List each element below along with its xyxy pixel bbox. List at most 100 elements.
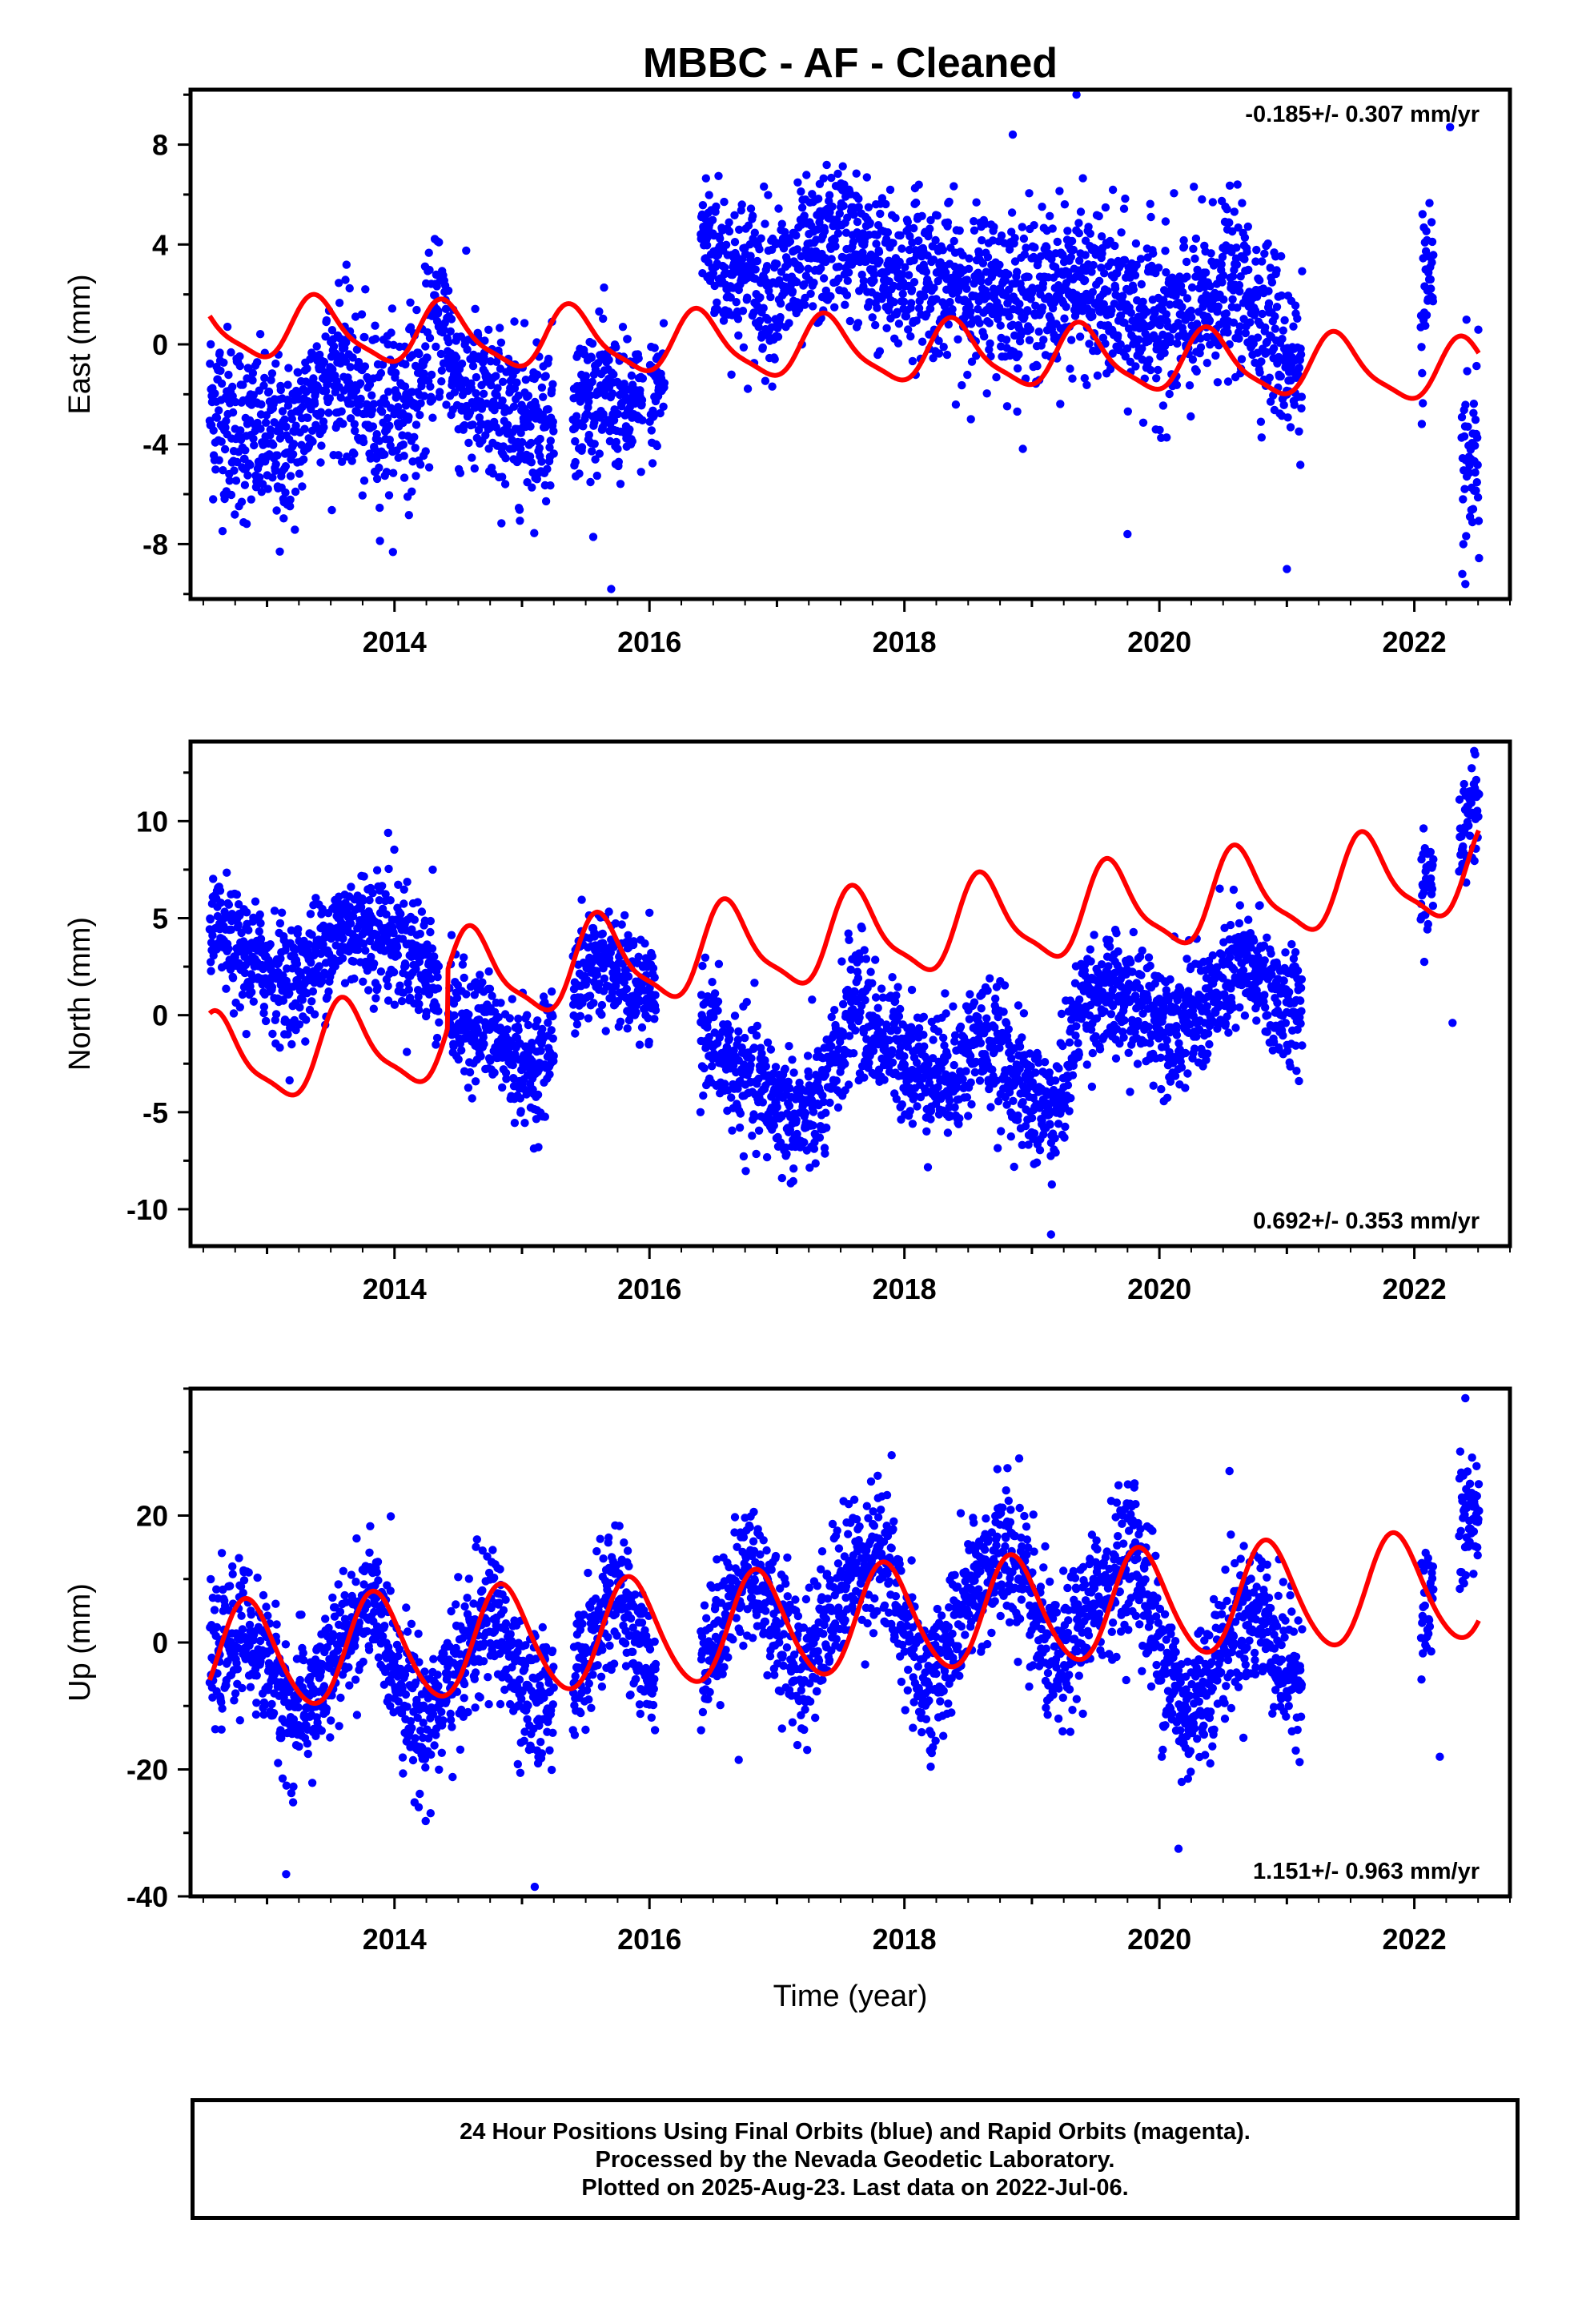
data-point	[841, 1059, 849, 1068]
data-point	[750, 979, 759, 987]
data-point	[348, 353, 357, 362]
data-point	[931, 235, 940, 245]
data-point	[719, 316, 729, 325]
data-point	[336, 393, 345, 402]
data-point	[534, 1143, 543, 1152]
data-point	[416, 399, 425, 408]
data-point	[743, 384, 753, 393]
data-point	[261, 418, 271, 427]
data-point	[460, 420, 469, 430]
data-point	[413, 898, 422, 907]
data-point	[371, 994, 380, 1003]
data-point	[346, 363, 355, 372]
data-point	[425, 333, 435, 343]
data-point	[533, 1090, 543, 1100]
data-point	[312, 342, 321, 351]
data-point	[865, 298, 874, 307]
data-point	[339, 420, 347, 428]
data-point	[752, 1031, 761, 1040]
data-point	[861, 955, 871, 963]
data-point	[383, 413, 392, 423]
data-point	[1232, 243, 1241, 252]
data-point	[730, 1011, 740, 1020]
data-point	[1024, 272, 1033, 281]
data-point	[637, 1023, 647, 1032]
data-point	[588, 447, 596, 456]
data-point	[292, 959, 302, 968]
data-point	[383, 982, 392, 991]
data-point	[1081, 275, 1090, 285]
data-point	[389, 967, 399, 977]
data-point	[733, 315, 743, 324]
data-point	[1457, 412, 1467, 422]
data-point	[359, 872, 368, 881]
data-point	[537, 383, 547, 392]
data-point	[280, 415, 289, 424]
data-point	[804, 1072, 813, 1081]
data-point	[247, 495, 255, 504]
data-point	[730, 238, 740, 247]
data-point	[1015, 337, 1025, 346]
data-point	[294, 368, 303, 377]
data-point	[748, 1132, 757, 1140]
data-point	[545, 1070, 554, 1079]
data-point	[898, 270, 907, 279]
data-point	[1080, 374, 1090, 383]
data-point	[714, 959, 724, 969]
data-point	[576, 1011, 585, 1021]
data-point	[547, 1026, 556, 1035]
data-point	[1417, 420, 1427, 428]
data-point	[259, 1003, 269, 1011]
data-point	[741, 1033, 749, 1043]
data-point	[801, 300, 809, 309]
data-point	[1235, 334, 1243, 343]
data-point	[819, 274, 829, 283]
data-point	[640, 939, 649, 948]
data-point	[224, 944, 233, 953]
data-point	[1007, 227, 1016, 236]
data-point	[811, 1159, 820, 1168]
data-point	[1062, 303, 1070, 312]
data-point	[321, 332, 330, 341]
data-point	[923, 251, 932, 260]
data-point	[747, 1054, 756, 1063]
data-point	[908, 1120, 917, 1128]
data-point	[698, 961, 707, 971]
data-point	[457, 360, 467, 368]
data-point	[310, 1010, 319, 1019]
data-point	[970, 226, 979, 235]
data-point	[351, 426, 359, 436]
data-point	[524, 392, 533, 400]
data-point	[800, 211, 809, 220]
data-point	[1088, 287, 1098, 296]
data-point	[234, 920, 243, 929]
data-point	[904, 271, 913, 279]
data-point	[929, 255, 938, 264]
x-tick-label: 2016	[617, 625, 681, 658]
data-point	[932, 295, 941, 304]
data-point	[358, 491, 367, 500]
data-point	[844, 268, 853, 277]
data-point	[294, 925, 303, 934]
data-point	[962, 275, 972, 284]
data-point	[471, 1077, 480, 1086]
data-point	[815, 1133, 825, 1142]
data-point	[424, 248, 433, 257]
data-point	[582, 975, 592, 985]
data-point	[912, 316, 921, 325]
data-point	[845, 935, 853, 945]
data-point	[223, 322, 232, 332]
data-point	[1005, 245, 1014, 254]
data-point	[873, 1003, 882, 1012]
data-point	[893, 308, 901, 316]
data-point	[926, 304, 935, 313]
data-point	[1020, 250, 1030, 259]
data-point	[877, 984, 886, 993]
data-point	[249, 391, 258, 400]
data-point	[743, 293, 752, 302]
data-point	[430, 952, 439, 961]
data-point	[926, 215, 935, 225]
data-point	[650, 344, 659, 352]
data-point	[762, 262, 772, 271]
data-point	[385, 421, 394, 430]
